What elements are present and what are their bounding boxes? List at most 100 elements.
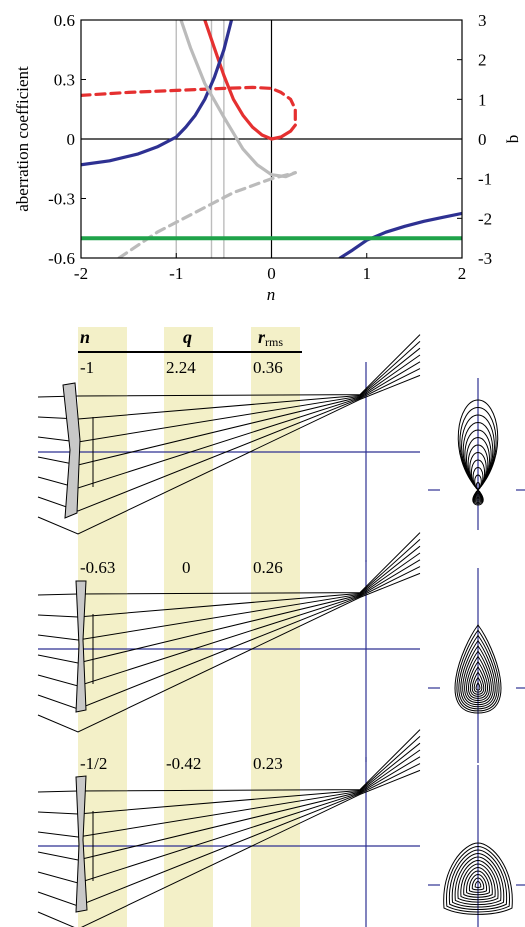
spot-diagram-3 [428,765,525,927]
y-right-axis-label: q [506,135,525,144]
spot-contour [467,660,489,699]
spot-contour [457,859,499,903]
spot-contour [463,866,493,898]
ray-line [37,749,421,861]
spot-contour [466,655,490,702]
ray-line [37,729,421,793]
y-right-tick-label: 2 [478,51,487,70]
spot-contour [474,880,482,888]
ray-line [37,539,421,618]
lens-element [75,580,87,713]
ray-line [37,736,421,815]
ray-line [37,756,421,884]
ray-line [37,532,421,596]
row1-r: 0.36 [253,358,283,377]
band-n [78,327,127,927]
series-group [81,20,462,258]
spot-diagram-2 [428,568,525,763]
x-tick-label: -2 [74,264,88,283]
spot-contour [454,624,502,714]
x-tick-label: 2 [458,264,467,283]
spot-contour [469,666,487,697]
spot-diagrams [428,378,525,927]
row1-n: -1 [80,358,94,377]
spot-contour [471,877,485,891]
spot-contour [462,645,494,706]
ray-line [37,334,421,398]
y-right-tick-label: -2 [478,209,492,228]
row1-q: 2.24 [166,358,196,377]
ray-line [37,769,421,927]
y-left-tick-label: 0.3 [54,71,75,90]
lens-element [62,382,81,519]
spot-contour [466,870,490,896]
spot-contour [458,634,498,710]
spot-contour [474,474,482,493]
row2-n: -0.63 [80,558,115,577]
y-right-tick-label: -1 [478,170,492,189]
series-line-3 [338,211,462,258]
x-tick-label: 1 [363,264,372,283]
row2-r: 0.26 [253,558,283,577]
spot-contour [459,406,497,505]
y-left-tick-label: -0.3 [48,190,75,209]
series-line-5 [117,171,297,258]
spot-contour [446,845,510,913]
ray-line [37,559,421,687]
spot-contour [475,481,481,492]
header-r-subscript: rms [265,335,283,349]
header-r-symbol: r [258,327,266,347]
header-q: q [183,327,192,347]
y-right-tick-label: 3 [478,11,487,30]
axis-ticks: -2 -1 0 1 2 0.6 0.3 0 -0.3 -0.6 3 2 1 0 -1 -2 -3 [48,11,492,283]
ray-line [37,347,421,443]
spot-contour [456,629,500,712]
ray-line [37,572,421,733]
y-right-tick-label: 0 [478,130,487,149]
ray-line [37,368,421,512]
spot-contour [449,849,507,910]
spot-contour [468,873,488,893]
spot-contour [475,681,481,691]
header-r: rrms [258,327,283,349]
spot-contour [460,639,496,708]
spot-contour [472,466,484,495]
ray-line [37,545,421,641]
row3-q: -0.42 [166,754,201,773]
spot-contour [457,399,499,506]
y-left-tick-label: 0 [67,130,76,149]
y-right-tick-label: 1 [478,90,487,109]
header-n: n [80,327,90,347]
y-left-tick-label: -0.6 [48,249,75,268]
series-line-4 [179,20,297,179]
series-line-0 [203,20,297,141]
ray-panel-1 [37,334,421,562]
spot-contour [473,676,483,693]
spot-contour [469,451,487,497]
lens-element [75,775,88,913]
ray-panel-2 [37,532,421,762]
series-line-1 [81,85,297,127]
row3-n: -1/2 [80,754,107,773]
spot-contour [464,429,492,501]
spot-contour [470,459,486,496]
row3-r: 0.23 [253,754,283,773]
spot-contour [461,414,495,503]
spot-contour [465,436,491,500]
spot-diagram-1 [428,378,525,530]
ray-line [37,566,421,710]
spot-contour [451,852,505,908]
spot-contour [471,671,485,695]
ray-line [37,763,421,907]
x-axis-label: n [267,285,276,304]
ray-line [37,354,421,466]
spot-contour [443,842,513,915]
x-tick-label: -1 [169,264,183,283]
spot-contour [460,863,496,901]
row2-q: 0 [182,558,191,577]
ray-trace-diagram: n q rrms -1 2.24 0.36 -0.63 0 0.26 -1/2 … [37,327,525,927]
y-left-axis-label: aberration coefficient [13,66,32,212]
ray-line [37,341,421,420]
ray-line [37,361,421,489]
